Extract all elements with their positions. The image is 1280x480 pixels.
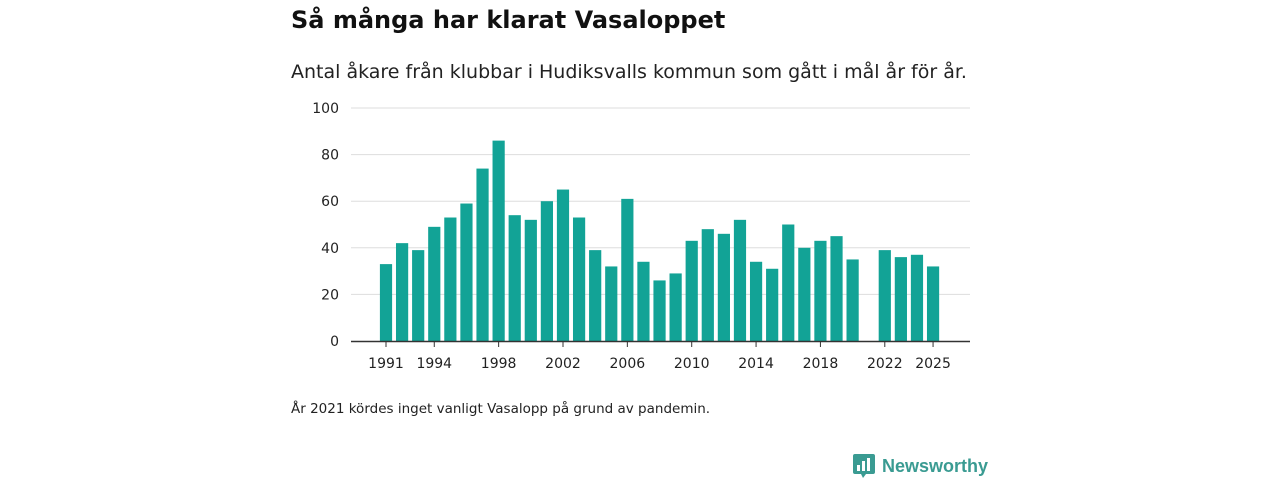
bar-2003[interactable]	[572, 217, 586, 341]
y-tick-label: 60	[321, 194, 339, 210]
y-tick-label: 20	[321, 287, 339, 303]
chart-title: Så många har klarat Vasaloppet	[291, 6, 726, 34]
bar-1991[interactable]	[379, 264, 393, 341]
bar-2014[interactable]	[749, 261, 763, 341]
x-tick-labels: 1991 1994 1998 2002 2006 2010 2014 2018 2022 2025	[368, 341, 951, 372]
bar-2002[interactable]	[556, 189, 570, 341]
bar-2024[interactable]	[910, 254, 924, 341]
x-tick-label: 2025	[915, 356, 951, 372]
gridlines	[351, 107, 970, 295]
bar-2017[interactable]	[798, 247, 811, 341]
bar-chart: 0 20 40 60 80 100 1991 1994 1998 2002 2006 2010 201…	[312, 101, 970, 372]
bar-1996[interactable]	[460, 203, 473, 341]
bar-1992[interactable]	[395, 243, 409, 341]
bar-2018[interactable]	[814, 240, 827, 341]
x-tick-label: 2002	[545, 356, 581, 372]
x-tick-label: 2010	[674, 356, 710, 372]
newsworthy-logo[interactable]: Newsworthy	[853, 452, 988, 480]
x-tick-label: 2006	[610, 356, 646, 372]
brand-name: Newsworthy	[882, 455, 989, 476]
bar-2023[interactable]	[894, 257, 907, 341]
y-tick-label: 100	[312, 101, 339, 117]
bar-1994[interactable]	[428, 226, 441, 341]
y-tick-label: 0	[330, 334, 339, 350]
x-tick-label: 2014	[738, 356, 774, 372]
newsworthy-logo-icon	[853, 454, 875, 478]
x-tick-label: 1991	[368, 356, 404, 372]
bar-1997[interactable]	[476, 168, 489, 341]
y-tick-label: 40	[321, 241, 339, 257]
bar-2010[interactable]	[685, 240, 698, 341]
bar-2004[interactable]	[589, 250, 602, 341]
bar-1998[interactable]	[492, 140, 505, 341]
bar-2013[interactable]	[733, 219, 747, 341]
bar-2012[interactable]	[717, 233, 730, 341]
bar-2025[interactable]	[926, 266, 940, 341]
bar-2007[interactable]	[637, 261, 650, 341]
bar-2019[interactable]	[830, 236, 843, 341]
bar-1999[interactable]	[508, 215, 521, 341]
bar-2011[interactable]	[701, 229, 714, 341]
x-tick-label: 2022	[867, 356, 903, 372]
bar-2022[interactable]	[878, 250, 891, 341]
bar-2016[interactable]	[782, 224, 795, 342]
bar-2020[interactable]	[846, 259, 859, 341]
chart-subtitle: Antal åkare från klubbar i Hudiksvalls k…	[291, 61, 967, 83]
bar-2009[interactable]	[669, 273, 682, 341]
footnote: År 2021 kördes inget vanligt Vasalopp på…	[291, 401, 711, 417]
bar-2008[interactable]	[653, 280, 666, 341]
x-tick-label: 1994	[416, 356, 452, 372]
bar-1995[interactable]	[444, 217, 457, 341]
bar-1993[interactable]	[412, 250, 425, 341]
bar-2015[interactable]	[766, 268, 779, 341]
x-tick-label: 2018	[803, 356, 839, 372]
bars	[379, 140, 940, 342]
bar-2001[interactable]	[540, 201, 553, 341]
bar-2005[interactable]	[605, 266, 618, 341]
y-tick-label: 80	[321, 148, 339, 164]
bar-2006[interactable]	[621, 198, 634, 341]
x-tick-label: 1998	[481, 356, 517, 372]
y-tick-labels: 0 20 40 60 80 100	[312, 101, 339, 350]
bar-2000[interactable]	[524, 219, 537, 341]
